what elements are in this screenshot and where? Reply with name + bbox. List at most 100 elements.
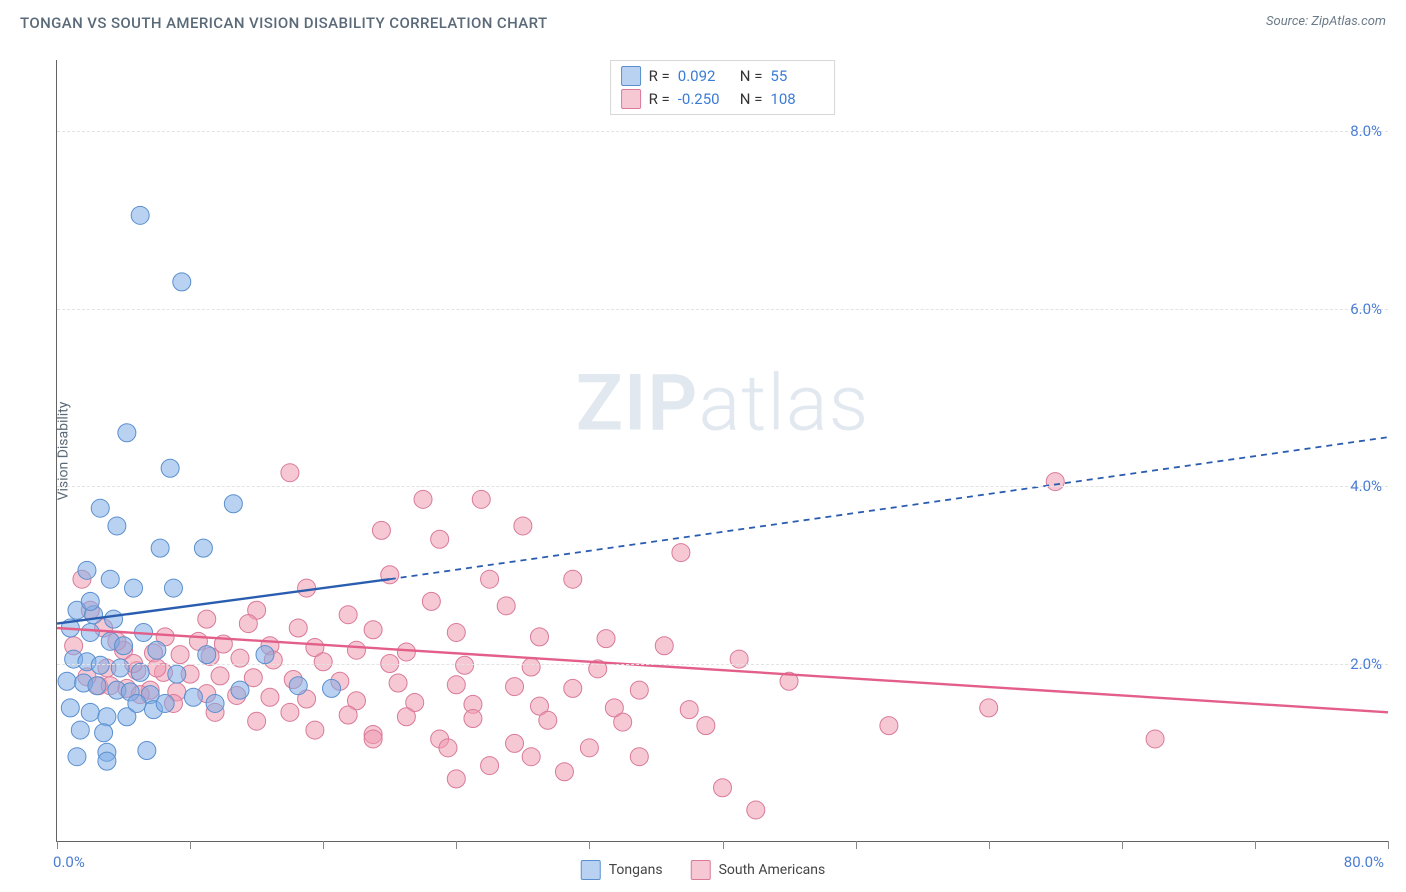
stats-row: R =-0.250N =108 [621, 88, 825, 111]
tongans-point [231, 681, 249, 699]
r-value: -0.250 [678, 88, 732, 111]
south_americans-point [314, 653, 332, 671]
r-label: R = [649, 65, 670, 88]
x-tick [856, 841, 857, 849]
tongans-point [91, 499, 109, 517]
legend-label: South Americans [719, 862, 826, 878]
south_americans-point [555, 763, 573, 781]
south_americans-point [1046, 473, 1064, 491]
south_americans-point [397, 643, 415, 661]
south_americans-point [171, 646, 189, 664]
south_americans-point [506, 734, 524, 752]
tongans-point [81, 703, 99, 721]
tongans-swatch [621, 66, 641, 86]
tongans-point [108, 517, 126, 535]
tongans-point [81, 592, 99, 610]
tongans-point [101, 570, 119, 588]
south_americans-swatch [621, 89, 641, 109]
tongans-point [115, 637, 133, 655]
x-tick [1122, 841, 1123, 849]
tongans-point [98, 708, 116, 726]
south_americans-point [472, 490, 490, 508]
south_americans-point [456, 656, 474, 674]
south_americans-point [281, 703, 299, 721]
x-tick [456, 841, 457, 849]
tongans-point [111, 659, 129, 677]
south_americans-point [497, 597, 515, 615]
south_americans-point [481, 570, 499, 588]
tongans-point [138, 741, 156, 759]
south_americans-point [298, 579, 316, 597]
south_americans-point [514, 517, 532, 535]
south_americans-point [730, 650, 748, 668]
south_americans-point [339, 606, 357, 624]
south_americans-point [339, 706, 357, 724]
tongans-point [78, 561, 96, 579]
tongans-point [131, 663, 149, 681]
south_americans-point [281, 464, 299, 482]
south_americans-point [389, 674, 407, 692]
tongans-point [161, 459, 179, 477]
chart-title: TONGAN VS SOUTH AMERICAN VISION DISABILI… [20, 14, 547, 32]
south_americans-point [564, 679, 582, 697]
x-max-label: 80.0% [1344, 853, 1384, 871]
south_americans-point [530, 628, 548, 646]
tongans-point [168, 665, 186, 683]
south_americans-point [439, 739, 457, 757]
legend-label: Tongans [609, 862, 663, 878]
x-tick [589, 841, 590, 849]
x-tick [723, 841, 724, 849]
n-value: 55 [770, 65, 824, 88]
south_americans-point [414, 490, 432, 508]
x-tick [1255, 841, 1256, 849]
south_americans-point [1146, 730, 1164, 748]
legend-item: Tongans [581, 860, 663, 880]
tongans-swatch [581, 860, 601, 880]
x-origin-label: 0.0% [53, 853, 85, 871]
south_americans-point [539, 711, 557, 729]
tongans-point [98, 752, 116, 770]
tongans-point [156, 694, 174, 712]
south_americans-point [211, 667, 229, 685]
tongans-point [125, 579, 143, 597]
tongans-point [289, 677, 307, 695]
south_americans-point [198, 610, 216, 628]
tongans-point [95, 724, 113, 742]
south_americans-point [364, 730, 382, 748]
south_americans-point [522, 658, 540, 676]
n-label: N = [740, 88, 763, 111]
south_americans-swatch [691, 860, 711, 880]
south_americans-point [630, 748, 648, 766]
tongans-trend-dashed [390, 437, 1388, 579]
south_americans-point [481, 757, 499, 775]
tongans-point [91, 656, 109, 674]
x-tick [989, 841, 990, 849]
tongans-point [173, 273, 191, 291]
south_americans-point [289, 619, 307, 637]
tongans-point [194, 539, 212, 557]
south_americans-point [597, 630, 615, 648]
bottom-legend: Tongans South Americans [581, 860, 826, 880]
tongans-point [81, 623, 99, 641]
tongans-point [58, 672, 76, 690]
south_americans-point [714, 779, 732, 797]
south_americans-point [672, 544, 690, 562]
r-label: R = [649, 88, 670, 111]
south_americans-point [306, 721, 324, 739]
south_americans-point [431, 530, 449, 548]
tongans-point [61, 699, 79, 717]
south_americans-point [522, 748, 540, 766]
tongans-point [151, 539, 169, 557]
y-tick-label: 8.0% [1350, 122, 1382, 140]
tongans-point [68, 748, 86, 766]
south_americans-point [261, 688, 279, 706]
y-tick-label: 6.0% [1350, 300, 1382, 318]
south_americans-point [506, 678, 524, 696]
south_americans-point [630, 681, 648, 699]
x-tick [190, 841, 191, 849]
south_americans-point [397, 708, 415, 726]
x-tick [57, 841, 58, 849]
tongans-point [118, 424, 136, 442]
scatter-svg [57, 60, 1388, 841]
chart-area: Vision Disability ZIPatlas R =0.092N =55… [42, 60, 1388, 842]
